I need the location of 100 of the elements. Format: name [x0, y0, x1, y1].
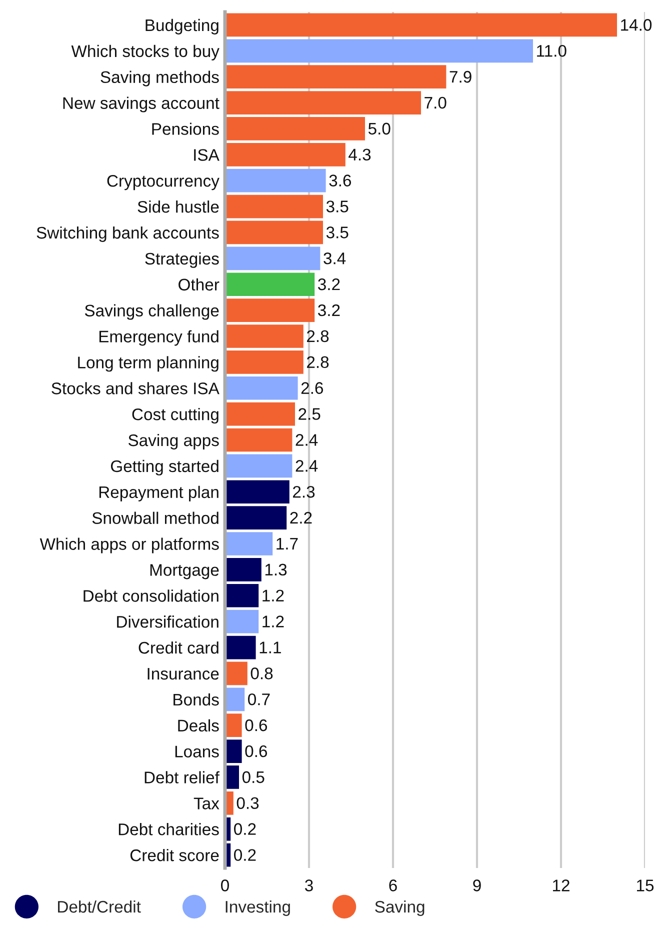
bar	[225, 194, 323, 218]
y-tick-label: Debt charities	[118, 823, 219, 836]
y-tick-label: Bonds	[174, 693, 219, 706]
data-label: 0.2	[234, 849, 256, 861]
y-tick-label: Insurance	[148, 668, 219, 680]
bar	[225, 220, 323, 244]
x-tick-label: 12	[553, 880, 570, 892]
data-label: 2.4	[296, 434, 318, 446]
bar	[225, 610, 259, 634]
y-tick-label: Emergency fund	[99, 330, 218, 346]
data-label: 2.3	[293, 486, 315, 498]
data-label: 7.9	[450, 70, 472, 83]
bar	[225, 740, 242, 763]
y-tick-label: Mortgage	[150, 564, 219, 580]
x-tick-label: 3	[305, 880, 313, 892]
data-label: 3.5	[326, 200, 348, 212]
data-label: 0.3	[236, 797, 259, 810]
data-label: 0.7	[248, 693, 270, 706]
data-label: 7.0	[424, 96, 446, 109]
data-label: 0.6	[245, 719, 268, 732]
data-label: 0.5	[242, 771, 264, 784]
data-label: 3.6	[329, 174, 352, 186]
data-label: 5.0	[368, 122, 390, 135]
y-tick-label: Cryptocurrency	[107, 175, 220, 190]
bar	[225, 117, 365, 140]
bar	[225, 688, 245, 712]
legend-label: Investing	[226, 900, 290, 916]
data-label: 3.4	[324, 252, 346, 264]
bar	[225, 39, 533, 63]
y-tick-label: Long term planning	[78, 356, 218, 372]
x-tick-label: 0	[221, 880, 229, 892]
data-label: 1.2	[262, 590, 284, 602]
bar	[225, 91, 421, 114]
bar	[225, 376, 298, 400]
bar	[225, 142, 346, 166]
bar	[225, 454, 292, 478]
x-tick-label: 15	[637, 880, 654, 892]
bar	[225, 272, 315, 296]
bar	[225, 558, 262, 582]
y-tick-label: Other	[178, 278, 220, 291]
data-label: 14.0	[621, 19, 652, 31]
y-tick-label: Diversification	[117, 616, 218, 628]
bar	[225, 298, 315, 322]
bar	[225, 480, 290, 504]
y-tick-label: Budgeting	[146, 18, 218, 34]
data-label: 0.6	[245, 745, 268, 758]
legend-label: Debt/Credit	[58, 900, 141, 913]
data-label: 4.3	[348, 148, 371, 161]
data-label: 2.8	[307, 356, 329, 368]
y-tick-label: Snowball method	[92, 512, 218, 524]
y-tick-label: Cost cutting	[132, 408, 218, 424]
y-tick-label: ISA	[194, 149, 220, 161]
y-tick-label: Which apps or platforms	[40, 538, 219, 554]
data-label: 3.2	[318, 278, 340, 290]
bar	[225, 402, 295, 426]
data-label: 1.1	[260, 642, 281, 654]
data-label: 11.0	[537, 44, 566, 57]
bar	[225, 246, 320, 270]
y-tick-label: Saving methods	[100, 70, 219, 86]
data-label: 2.6	[301, 382, 324, 394]
data-label: 2.2	[290, 512, 312, 524]
legend-label: Saving	[375, 900, 424, 916]
y-tick-label: Repayment plan	[99, 486, 218, 502]
data-label: 3.5	[326, 226, 348, 238]
bar	[225, 766, 239, 789]
data-label: 2.4	[296, 460, 318, 472]
y-tick-label: Debt relief	[144, 771, 220, 784]
data-label: 2.5	[298, 408, 320, 420]
x-tick-label: 6	[389, 880, 397, 892]
data-label: 0.8	[250, 668, 273, 680]
data-label: 0.2	[234, 823, 256, 835]
y-tick-label: Side hustle	[138, 200, 219, 213]
y-tick-label: Which stocks to buy	[71, 44, 220, 60]
y-tick-label: Savings challenge	[84, 304, 219, 320]
bar	[225, 65, 446, 89]
bar	[225, 584, 259, 608]
bar	[225, 350, 304, 374]
y-tick-label: New savings account	[63, 96, 220, 112]
y-tick-label: Credit score	[130, 848, 219, 862]
bar	[225, 662, 248, 686]
bar	[225, 168, 326, 192]
y-tick-label: Loans	[175, 746, 219, 758]
x-tick-label: 9	[473, 880, 481, 892]
data-label: 1.7	[276, 538, 298, 550]
data-label: 1.3	[265, 564, 287, 576]
y-tick-label: Saving apps	[128, 434, 219, 450]
bar	[225, 532, 273, 556]
y-tick-label: Pensions	[152, 122, 219, 135]
y-tick-label: Stocks and shares ISA	[52, 382, 220, 394]
data-label: 1.2	[262, 616, 284, 628]
y-tick-label: Deals	[178, 719, 219, 732]
bar	[225, 714, 242, 738]
y-tick-label: Debt consolidation	[84, 590, 218, 602]
data-label: 2.8	[307, 330, 329, 342]
y-tick-label: Strategies	[145, 252, 219, 268]
bar	[225, 428, 292, 452]
data-label: 3.2	[318, 304, 340, 316]
bar	[225, 324, 304, 348]
bar	[225, 636, 256, 660]
y-tick-label: Credit card	[138, 641, 218, 654]
